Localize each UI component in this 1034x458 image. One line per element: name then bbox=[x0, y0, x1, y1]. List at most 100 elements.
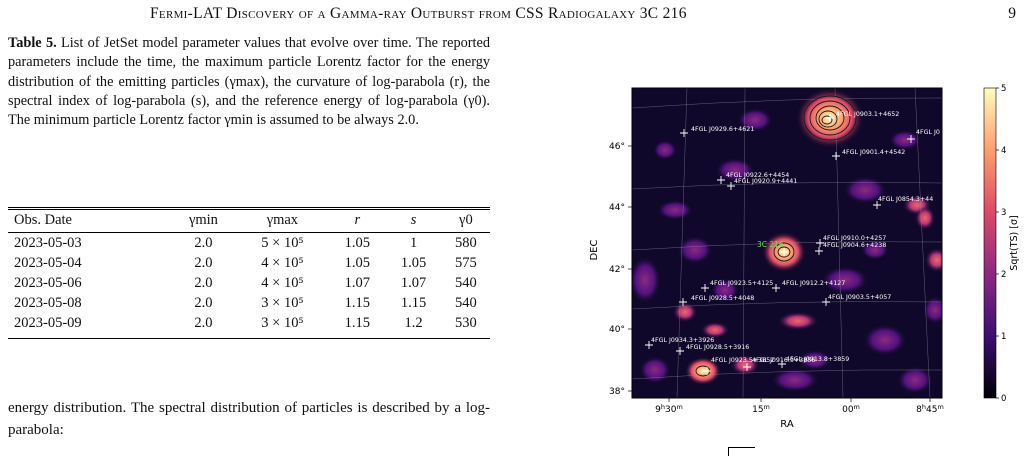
ra-gridline bbox=[914, 88, 931, 398]
source-label: 4FGL J0923.5+3852 bbox=[711, 357, 774, 364]
formula-fragment bbox=[728, 447, 755, 456]
emission-blob bbox=[731, 355, 759, 375]
source-label: 4FGL J0923.5+4125 bbox=[710, 280, 773, 287]
colorbar-tick-label: 1 bbox=[1001, 332, 1006, 342]
source-label: 4FGL J0 bbox=[916, 129, 940, 136]
source-label: 4FGL J0913.8+3859 bbox=[786, 356, 849, 363]
dec-axis-label: DEC bbox=[589, 239, 600, 260]
contour-ring bbox=[818, 110, 838, 128]
ra-gridline bbox=[676, 88, 688, 398]
body-paragraph: energy distribution. The spectral distri… bbox=[8, 400, 490, 438]
table-cell: 530 bbox=[454, 314, 477, 331]
col-s: s bbox=[410, 212, 417, 228]
source-label: 4FGL J0910.0+4257 bbox=[823, 235, 886, 242]
col-gamma-max: γmax bbox=[266, 212, 299, 228]
emission-blob bbox=[915, 206, 935, 230]
table-cell: 2.0 bbox=[194, 314, 213, 331]
contour-ring bbox=[773, 242, 795, 262]
emission-blob bbox=[711, 278, 739, 302]
page-number: 9 bbox=[1008, 5, 1016, 22]
source-label: 4FGL J0928.5+4048 bbox=[691, 295, 754, 302]
emission-blob bbox=[771, 368, 819, 392]
ra-tick-label: 00m bbox=[842, 403, 860, 415]
source-marker bbox=[815, 247, 823, 255]
table-cell: 2.0 bbox=[194, 294, 213, 311]
table-cell: 540 bbox=[454, 274, 477, 291]
parameter-table: Obs. Date γmin γmax r s γ0 2023-05-03 2.0… bbox=[8, 207, 490, 339]
colorbar bbox=[983, 87, 997, 399]
source-marker bbox=[679, 298, 687, 306]
table-cell: 1.05 bbox=[344, 234, 371, 251]
table-caption: Table 5. List of JetSet model parameter … bbox=[8, 34, 490, 130]
emission-blob bbox=[799, 350, 831, 370]
emission-blob bbox=[632, 256, 661, 304]
emission-blob bbox=[897, 366, 933, 394]
table-header-row: Obs. Date γmin γmax r s γ0 bbox=[8, 208, 490, 233]
dec-tick-label: 44° bbox=[609, 203, 625, 213]
contour-ring bbox=[803, 95, 857, 141]
colorbar-tick-label: 5 bbox=[1001, 84, 1006, 94]
source-marker bbox=[727, 182, 735, 190]
target-marker bbox=[780, 248, 788, 256]
source-label: 4FGL J0854.3+44 bbox=[878, 196, 933, 203]
tsmap-svg: 4FGL J0903.1+4652 4FGL J0929.6+4621 4FGL J… bbox=[589, 84, 1020, 430]
dec-gridline bbox=[632, 301, 942, 310]
table-cell: 1.15 bbox=[344, 314, 371, 331]
contour-ring bbox=[821, 115, 833, 125]
table-cell: 4 × 10⁵ bbox=[261, 254, 304, 271]
source-marker bbox=[826, 114, 834, 122]
table-row: 2023-05-04 2.0 4 × 10⁵ 1.05 1.05 575 bbox=[8, 253, 490, 273]
caption-text: List of JetSet model parameter values th… bbox=[8, 35, 490, 129]
contour-ring bbox=[777, 246, 791, 258]
table-cell: 1.2 bbox=[404, 314, 423, 331]
dec-gridline bbox=[632, 97, 942, 109]
source-marker bbox=[816, 239, 824, 247]
source-label: 4FGL J0928.5+3916 bbox=[686, 344, 749, 351]
table-cell: 3 × 10⁵ bbox=[261, 294, 304, 311]
table-cell: 5 × 10⁵ bbox=[261, 234, 304, 251]
source-label: 4FGL J0901.4+4542 bbox=[842, 149, 905, 156]
target-label: 3C 216 bbox=[757, 240, 784, 249]
ts-emission bbox=[632, 88, 942, 394]
source-label: 4FGL J0912.2+4127 bbox=[782, 280, 845, 287]
tsmap-figure: 4FGL J0903.1+4652 4FGL J0929.6+4621 4FGL J… bbox=[585, 80, 1025, 444]
emission-blob bbox=[821, 266, 869, 294]
table-body: 2023-05-03 2.0 5 × 10⁵ 1.05 1 580 2023-05-04 2.… bbox=[8, 233, 490, 338]
ra-axis-label: RA bbox=[780, 419, 794, 430]
source-marker bbox=[680, 129, 688, 137]
source-label: 4FGL J0929.6+4621 bbox=[691, 126, 754, 133]
emission-blob bbox=[673, 302, 697, 322]
table-cell: 3 × 10⁵ bbox=[261, 314, 304, 331]
table-cell: 580 bbox=[454, 234, 477, 251]
table-cell: 540 bbox=[454, 294, 477, 311]
emission-blob bbox=[863, 324, 907, 356]
table-cell: 2.0 bbox=[194, 254, 213, 271]
emission-blob bbox=[843, 176, 887, 204]
dec-tick-label: 42° bbox=[609, 265, 625, 275]
emission-blob bbox=[657, 200, 693, 220]
source-label: 4FGL J0922.6+4454 bbox=[726, 172, 789, 179]
colorbar-tick-label: 0 bbox=[1001, 394, 1006, 404]
table-row: 2023-05-09 2.0 3 × 10⁵ 1.15 1.2 530 bbox=[8, 313, 490, 338]
source-label: 4FGL J0920.9+4441 bbox=[734, 178, 797, 185]
dec-tick-label: 38° bbox=[609, 387, 625, 397]
emission-blob bbox=[737, 108, 773, 132]
colorbar-label: Sqrt(TS) [σ] bbox=[1009, 215, 1020, 270]
emission-blob bbox=[778, 312, 818, 330]
emission-blob bbox=[715, 158, 755, 182]
source-marker bbox=[676, 347, 684, 355]
colorbar-ticks: 0 1 2 3 4 5 bbox=[996, 84, 1006, 404]
emission-blob bbox=[923, 296, 942, 324]
table-cell: 575 bbox=[454, 254, 477, 271]
colorbar-tick-label: 2 bbox=[1001, 270, 1006, 280]
col-obs-date: Obs. Date bbox=[14, 212, 72, 228]
table-row: 2023-05-08 2.0 3 × 10⁵ 1.15 1.15 540 bbox=[8, 293, 490, 313]
source-markers: 4FGL J0903.1+4652 4FGL J0929.6+4621 4FGL J… bbox=[645, 111, 940, 375]
caption-label: Table 5. bbox=[8, 35, 57, 51]
source-marker bbox=[743, 363, 751, 371]
ra-ticks: 9h30m 15m 00m 8h45m bbox=[655, 398, 944, 415]
running-title: Fermi-LAT Discovery of a Gamma-ray Outbu… bbox=[150, 5, 687, 22]
ra-tick-label: 8h45m bbox=[916, 403, 944, 415]
colorbar-tick-label: 3 bbox=[1001, 208, 1006, 218]
dec-tick-label: 46° bbox=[609, 142, 625, 152]
